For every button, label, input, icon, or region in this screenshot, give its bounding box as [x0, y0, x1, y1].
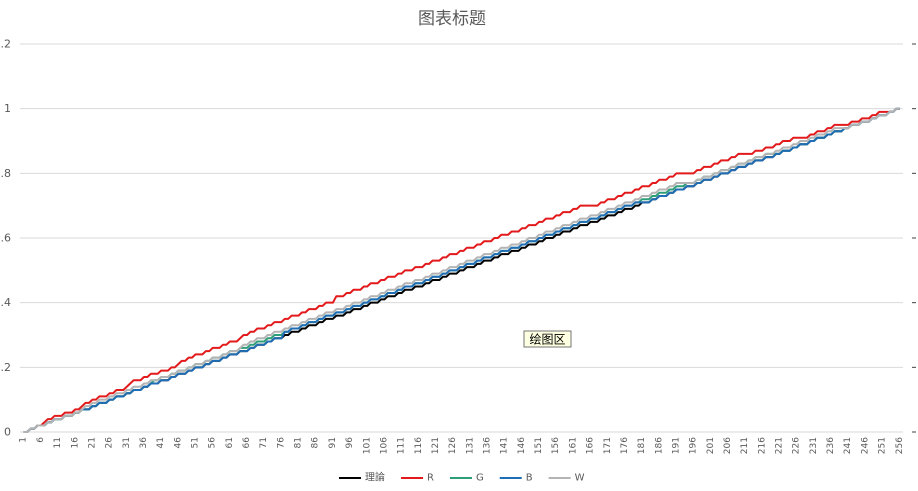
x-tick-label: 131	[465, 437, 475, 454]
chart-title: 图表标题	[418, 9, 486, 29]
y-tick-label: 0	[4, 426, 11, 439]
x-tick-label: 56	[208, 437, 218, 449]
x-tick-label: 121	[431, 437, 441, 454]
x-tick-label: 81	[294, 437, 304, 448]
series-line	[23, 107, 900, 433]
x-tick-label: 61	[225, 437, 235, 448]
legend-label: B	[526, 473, 533, 484]
x-tick-label: 211	[740, 437, 750, 454]
x-tick-label: 256	[895, 437, 905, 454]
x-tick-label: 231	[809, 437, 819, 454]
x-tick-label: 166	[586, 437, 596, 454]
x-tick-label: 126	[448, 437, 458, 454]
x-tick-label: 21	[87, 437, 97, 448]
x-tick-label: 191	[671, 437, 681, 454]
x-tick-label: 66	[242, 437, 252, 449]
legend-item: W	[548, 473, 585, 484]
x-tick-label: 11	[53, 437, 63, 448]
legend-label: R	[427, 473, 434, 484]
x-tick-label: 96	[345, 437, 355, 449]
x-tick-label: 136	[483, 437, 493, 454]
legend-label: 理論	[365, 471, 385, 484]
x-tick-label: 31	[122, 437, 132, 448]
tooltip-text: 绘图区	[529, 332, 565, 347]
x-tick-label: 111	[397, 437, 407, 454]
x-tick-label: 186	[654, 437, 664, 454]
tooltip: 绘图区	[523, 330, 572, 348]
legend-item: R	[401, 473, 434, 484]
x-tick-label: 201	[706, 437, 716, 454]
x-tick-label: 91	[328, 437, 338, 448]
tooltip-box	[523, 330, 572, 348]
x-tick-label: 216	[757, 437, 767, 454]
x-tick-label: 116	[414, 437, 424, 454]
x-tick-label: 226	[792, 437, 802, 454]
legend-label: G	[476, 473, 484, 484]
x-tick-label: 171	[603, 437, 613, 454]
series-line	[23, 107, 900, 433]
x-tick-label: 181	[637, 437, 647, 454]
legend: 理論 R G B W	[339, 471, 585, 484]
x-tick-label: 16	[70, 437, 80, 449]
x-tick-label: 86	[311, 437, 321, 449]
series-line	[23, 107, 900, 433]
x-tick-label: 46	[173, 437, 183, 449]
x-tick-label: 36	[139, 437, 149, 449]
x-tick-label: 101	[362, 437, 372, 454]
x-tick-label: 221	[775, 437, 785, 454]
x-tick-label: 251	[878, 437, 888, 454]
x-tick-label: 76	[276, 437, 286, 449]
x-tick-label: 71	[259, 437, 269, 448]
x-tick-label: 151	[534, 437, 544, 454]
legend-label: W	[575, 473, 585, 484]
x-tick-label: 246	[860, 437, 870, 454]
y-tick-label: 0.8	[0, 167, 11, 180]
x-tick-label: 176	[620, 437, 630, 454]
y-tick-label: 0.4	[0, 296, 11, 309]
legend-item: B	[499, 473, 533, 484]
legend-item: 理論	[339, 471, 385, 484]
x-tick-label: 161	[568, 437, 578, 454]
x-tick-label: 26	[105, 437, 115, 449]
legend-item: G	[449, 473, 484, 484]
x-tick-label: 146	[517, 437, 527, 454]
y-tick-label: 0.6	[0, 232, 11, 245]
x-tick-label: 6	[36, 437, 46, 443]
x-tick-label: 156	[551, 437, 561, 454]
x-tick-label: 241	[843, 437, 853, 454]
x-tick-label: 236	[826, 437, 836, 454]
x-tick-label: 51	[190, 437, 200, 448]
x-tick-label: 106	[379, 437, 389, 454]
y-tick-label: 0.2	[0, 361, 11, 374]
x-tick-label: 41	[156, 437, 166, 448]
x-tick-label: 206	[723, 437, 733, 454]
y-tick-label: 1.2	[0, 38, 11, 51]
x-tick-label: 141	[500, 437, 510, 454]
x-tick-label: 196	[689, 437, 699, 454]
x-tick-label: 1	[19, 437, 29, 443]
y-tick-label: 1	[4, 102, 11, 115]
